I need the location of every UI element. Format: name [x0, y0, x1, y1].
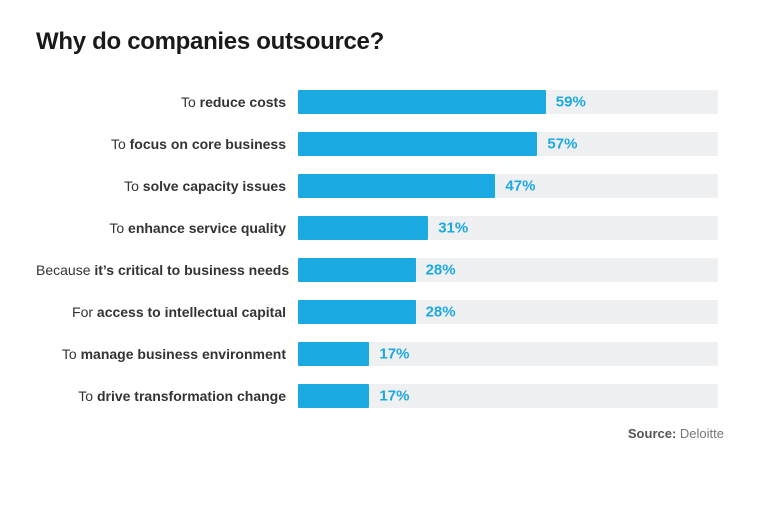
bar-value-label: 28% — [426, 304, 456, 321]
bar-value-label: 31% — [438, 220, 468, 237]
bar-row: To drive transformation change 17% — [36, 384, 724, 408]
bar-label: To enhance service quality — [36, 220, 298, 236]
bar-label-prefix: To — [111, 136, 130, 152]
bar-label-prefix: To — [62, 346, 81, 362]
bar-fill — [298, 384, 369, 408]
bar-track: 28% — [298, 300, 718, 324]
bar-fill — [298, 258, 416, 282]
bar-value-label: 17% — [379, 388, 409, 405]
bar-value-label: 17% — [379, 346, 409, 363]
bar-label-bold: focus on core business — [130, 136, 286, 152]
bar-track: 47% — [298, 174, 718, 198]
bar-row: For access to intellectual capital 28% — [36, 300, 724, 324]
bar-fill — [298, 300, 416, 324]
bar-label-bold: manage business environment — [81, 346, 286, 362]
bar-label: To solve capacity issues — [36, 178, 298, 194]
bar-track: 28% — [298, 258, 718, 282]
bar-label-prefix: To — [78, 388, 97, 404]
bar-row: To reduce costs 59% — [36, 90, 724, 114]
bar-label-bold: solve capacity issues — [143, 178, 286, 194]
bar-label: To focus on core business — [36, 136, 298, 152]
bar-label-bold: reduce costs — [200, 94, 286, 110]
source-name: Deloitte — [680, 426, 724, 441]
bar-value-label: 57% — [547, 136, 577, 153]
bar-row: Because it’s critical to business needs 2… — [36, 258, 724, 282]
chart-title: Why do companies outsource? — [36, 28, 724, 56]
bar-label-bold: enhance service quality — [128, 220, 286, 236]
bar-row: To focus on core business 57% — [36, 132, 724, 156]
bar-fill — [298, 216, 428, 240]
bar-fill — [298, 132, 537, 156]
bar-label: To drive transformation change — [36, 388, 298, 404]
bar-value-label: 28% — [426, 262, 456, 279]
bar-label: To reduce costs — [36, 94, 298, 110]
bar-track: 57% — [298, 132, 718, 156]
bar-value-label: 47% — [505, 178, 535, 195]
bar-label-bold: access to intellectual capital — [97, 304, 286, 320]
bar-chart: To reduce costs 59% To focus on core busin… — [36, 90, 724, 408]
bar-label-bold: it’s critical to business needs — [94, 262, 289, 278]
bar-track: 17% — [298, 342, 718, 366]
bar-label-prefix: To — [109, 220, 128, 236]
bar-fill — [298, 174, 495, 198]
bar-track: 17% — [298, 384, 718, 408]
bar-label: For access to intellectual capital — [36, 304, 298, 320]
chart-source: Source: Deloitte — [36, 426, 724, 441]
bar-row: To enhance service quality 31% — [36, 216, 724, 240]
bar-track: 59% — [298, 90, 718, 114]
bar-fill — [298, 342, 369, 366]
bar-label: Because it’s critical to business needs — [36, 262, 298, 278]
bar-value-label: 59% — [556, 94, 586, 111]
bar-row: To solve capacity issues 47% — [36, 174, 724, 198]
bar-label-bold: drive transformation change — [97, 388, 286, 404]
bar-fill — [298, 90, 546, 114]
bar-track: 31% — [298, 216, 718, 240]
bar-label-prefix: To — [124, 178, 143, 194]
bar-label-prefix: For — [72, 304, 97, 320]
bar-row: To manage business environment 17% — [36, 342, 724, 366]
bar-label: To manage business environment — [36, 346, 298, 362]
bar-label-prefix: Because — [36, 262, 94, 278]
source-label: Source: — [628, 426, 676, 441]
bar-label-prefix: To — [181, 94, 200, 110]
